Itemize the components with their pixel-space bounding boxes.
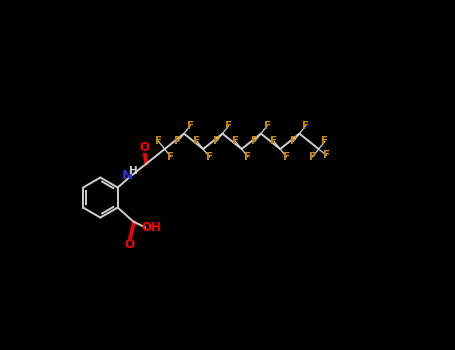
Text: F: F [302, 121, 309, 131]
Text: OH: OH [142, 221, 162, 234]
Text: F: F [212, 136, 220, 146]
Text: F: F [167, 152, 174, 162]
Text: F: F [206, 152, 213, 162]
Text: F: F [225, 121, 232, 131]
Text: F: F [323, 150, 330, 160]
Text: O: O [140, 141, 150, 154]
Text: F: F [270, 136, 278, 146]
Text: F: F [187, 121, 194, 131]
Text: F: F [174, 136, 181, 146]
Text: O: O [124, 238, 134, 251]
Text: F: F [232, 136, 239, 146]
Text: F: F [193, 136, 201, 146]
Text: N: N [121, 169, 132, 182]
Text: F: F [283, 152, 290, 162]
Text: H: H [129, 166, 137, 176]
Text: F: F [321, 136, 329, 146]
Text: F: F [263, 121, 271, 131]
Text: F: F [244, 152, 252, 162]
Text: F: F [289, 136, 297, 146]
Text: F: F [251, 136, 258, 146]
Text: F: F [309, 152, 316, 162]
Text: F: F [155, 136, 162, 146]
